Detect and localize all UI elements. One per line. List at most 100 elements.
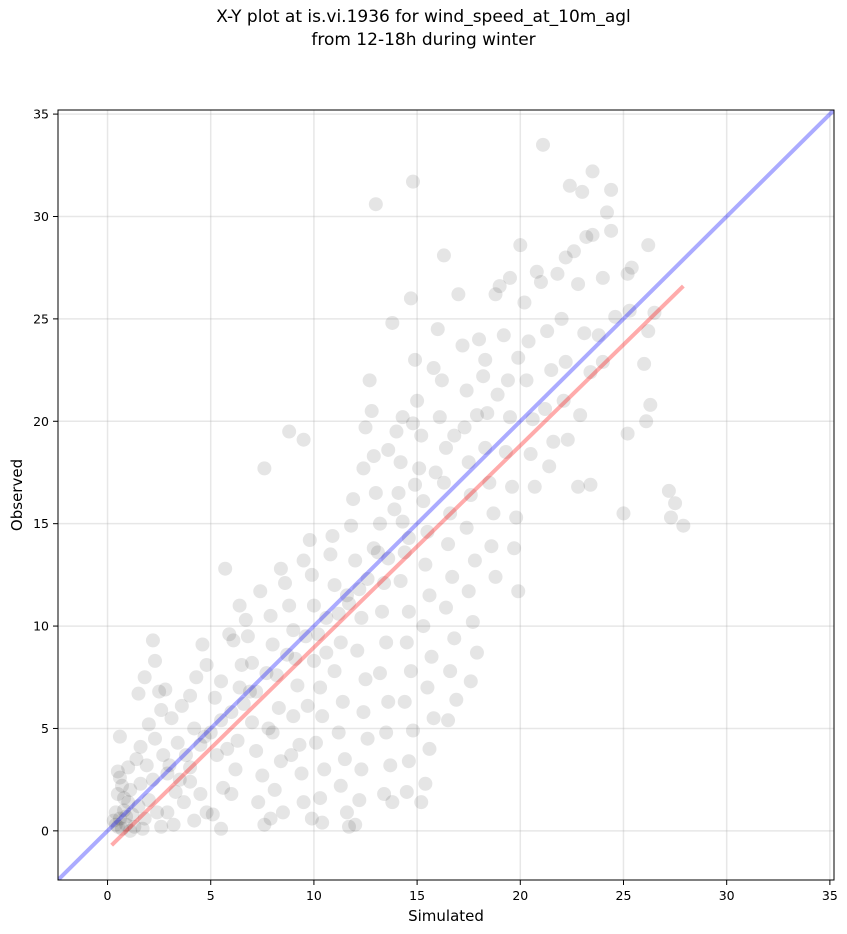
- scatter-point: [393, 574, 408, 589]
- scatter-point: [354, 610, 369, 625]
- data-points: [106, 137, 691, 838]
- scatter-point: [484, 539, 499, 554]
- scatter-point: [472, 332, 487, 347]
- scatter-point: [488, 569, 503, 584]
- scatter-point: [187, 813, 202, 828]
- scatter-point: [249, 743, 264, 758]
- scatter-point: [358, 672, 373, 687]
- scatter-point: [434, 373, 449, 388]
- scatter-point: [366, 541, 381, 556]
- scatter-point: [141, 793, 156, 808]
- scatter-point: [150, 805, 165, 820]
- scatter-point: [313, 791, 328, 806]
- scatter-point: [315, 815, 330, 830]
- scatter-point: [253, 584, 268, 599]
- scatter-point: [331, 725, 346, 740]
- scatter-point: [354, 762, 369, 777]
- scatter-point: [436, 248, 451, 263]
- scatter-point: [306, 598, 321, 613]
- scatter-point: [160, 766, 175, 781]
- scatter-point: [641, 324, 656, 339]
- scatter-point: [214, 821, 229, 836]
- scatter-point: [426, 361, 441, 376]
- scatter-point: [509, 510, 524, 525]
- scatter-point: [461, 584, 476, 599]
- scatter-point: [311, 627, 326, 642]
- scatter-point: [183, 774, 198, 789]
- scatter-point: [538, 401, 553, 416]
- y-tick-label: 0: [41, 823, 49, 838]
- scatter-point: [331, 606, 346, 621]
- scatter-point: [439, 440, 453, 455]
- scatter-point: [265, 725, 280, 740]
- scatter-point: [399, 635, 414, 650]
- scatter-point: [228, 762, 243, 777]
- scatter-point: [505, 479, 520, 494]
- scatter-point: [278, 576, 293, 591]
- scatter-point: [424, 649, 439, 664]
- scatter-point: [112, 770, 127, 785]
- scatter-point: [622, 303, 637, 318]
- scatter-point: [502, 410, 517, 425]
- scatter-point: [352, 793, 367, 808]
- scatter-point: [403, 291, 418, 306]
- chart-title-line-2: from 12-18h during winter: [311, 30, 536, 50]
- scatter-point: [399, 784, 414, 799]
- scatter-point: [620, 426, 635, 441]
- scatter-point: [121, 795, 136, 810]
- scatter-point: [342, 596, 356, 611]
- scatter-point: [624, 260, 639, 275]
- scatter-point: [164, 711, 179, 726]
- scatter-point: [405, 174, 420, 189]
- scatter-point: [135, 821, 150, 836]
- scatter-point: [352, 582, 367, 597]
- scatter-point: [457, 420, 472, 435]
- scatter-point: [273, 754, 288, 769]
- scatter-point: [286, 623, 301, 638]
- scatter-point: [302, 533, 317, 548]
- scatter-point: [199, 805, 214, 820]
- scatter-point: [519, 373, 534, 388]
- scatter-point: [637, 356, 652, 371]
- scatter-point: [385, 315, 400, 330]
- scatter-point: [286, 709, 301, 724]
- scatter-point: [333, 635, 348, 650]
- scatter-point: [585, 164, 600, 179]
- scatter-point: [176, 795, 191, 810]
- scatter-point: [414, 795, 429, 810]
- scatter-point: [214, 674, 229, 689]
- scatter-point: [106, 813, 121, 828]
- scatter-point: [203, 725, 218, 740]
- scatter-point: [527, 479, 542, 494]
- scatter-point: [178, 748, 193, 763]
- scatter-point: [566, 244, 581, 259]
- scatter-point: [360, 731, 375, 746]
- scatter-point: [643, 397, 658, 412]
- scatter-point: [488, 287, 503, 302]
- scatter-point: [358, 420, 373, 435]
- y-tick-label: 30: [33, 209, 49, 224]
- scatter-point: [348, 817, 363, 832]
- scatter-point: [232, 598, 247, 613]
- scatter-point: [461, 455, 476, 470]
- x-tick-label: 10: [306, 888, 322, 903]
- scatter-point: [348, 553, 363, 568]
- scatter-point: [119, 809, 134, 824]
- scatter-point: [255, 768, 270, 783]
- scatter-point: [282, 424, 297, 439]
- scatter-point: [608, 309, 623, 324]
- scatter-point: [410, 393, 425, 408]
- scatter-point: [127, 819, 142, 834]
- scatter-point: [639, 414, 654, 429]
- scatter-point: [280, 647, 295, 662]
- scatter-point: [595, 270, 610, 285]
- y-tick-label: 5: [41, 721, 49, 736]
- x-tick-label: 5: [207, 888, 215, 903]
- scatter-point: [263, 608, 278, 623]
- x-tick-label: 30: [719, 888, 735, 903]
- scatter-point: [220, 741, 235, 756]
- scatter-point: [620, 266, 635, 281]
- scatter-point: [391, 485, 406, 500]
- scatter-point: [131, 686, 146, 701]
- scatter-point: [375, 604, 390, 619]
